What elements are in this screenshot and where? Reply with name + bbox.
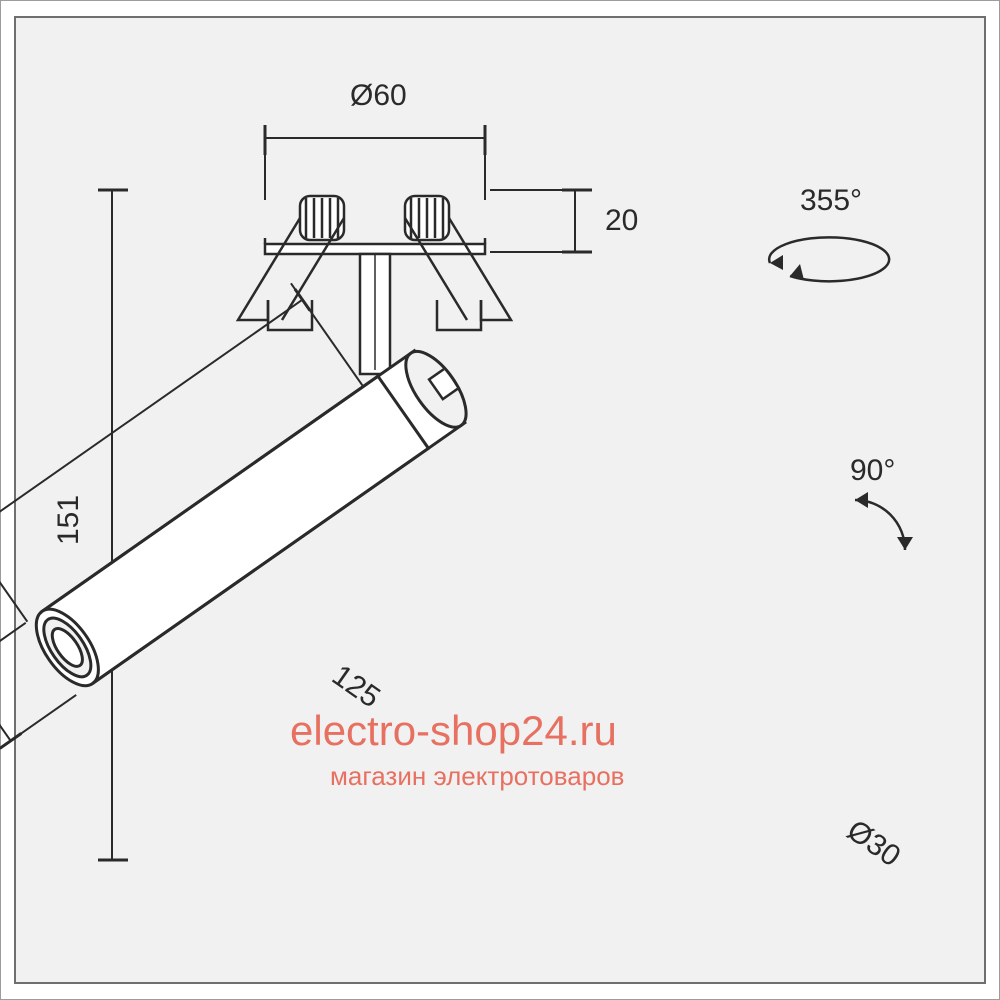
dim-h151-label: 151 xyxy=(52,495,85,545)
watermark: electro-shop24.ru магазин электротоваров xyxy=(290,707,624,791)
watermark-line2: магазин электротоваров xyxy=(330,761,624,791)
dim-rot90-label: 90° xyxy=(850,454,895,487)
watermark-line1: electro-shop24.ru xyxy=(290,707,617,754)
dim-d60-label: Ø60 xyxy=(350,79,407,112)
dim-rot355-label: 355° xyxy=(800,184,862,217)
dim-h20-label: 20 xyxy=(605,204,638,237)
